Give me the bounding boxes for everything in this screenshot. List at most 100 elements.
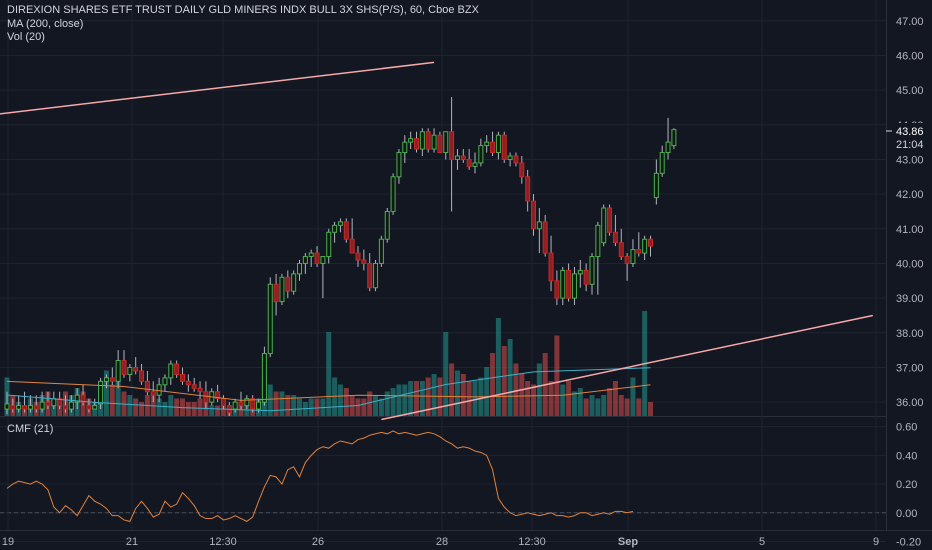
volume-bar xyxy=(630,377,636,416)
time-tick-label: 9 xyxy=(873,536,879,548)
candle xyxy=(636,232,642,257)
candle-body-down xyxy=(425,131,431,150)
candle xyxy=(10,398,16,413)
candle xyxy=(326,228,332,264)
candle xyxy=(320,256,326,299)
candle xyxy=(133,357,139,375)
volume-bar xyxy=(191,402,197,416)
cmf-legend[interactable]: CMF (21) xyxy=(7,423,54,435)
candle xyxy=(337,218,343,233)
volume-bar xyxy=(127,395,133,416)
volume-bar xyxy=(466,381,472,416)
candle-body-down xyxy=(314,252,320,264)
candle-body-up xyxy=(27,405,33,410)
candle xyxy=(659,145,665,177)
candle xyxy=(454,149,460,170)
candle xyxy=(548,235,554,292)
candle-body-up xyxy=(291,273,297,292)
candle xyxy=(115,350,121,389)
candle-body-up xyxy=(589,256,595,285)
candle-body-down xyxy=(22,405,28,410)
candle xyxy=(314,246,320,267)
candle xyxy=(279,273,285,306)
price-tick-label: 45.00 xyxy=(896,85,924,97)
candle xyxy=(174,360,180,378)
cmf-tick-label: 0.40 xyxy=(896,450,917,462)
candle xyxy=(150,381,156,403)
price-tick-label: 36.00 xyxy=(896,397,924,409)
volume-bar xyxy=(525,381,531,416)
candle-body-down xyxy=(180,373,185,382)
vol-legend[interactable]: Vol (20) xyxy=(7,31,45,43)
candle-body-down xyxy=(566,269,572,299)
candle-body-down xyxy=(197,387,203,393)
volume-bar xyxy=(156,398,162,416)
volume-bar xyxy=(560,384,566,416)
candle-body-down xyxy=(185,380,191,386)
price-tick-label: 40.00 xyxy=(896,258,924,270)
ma-legend[interactable]: MA (200, close) xyxy=(7,18,84,30)
volume-bar xyxy=(577,388,583,416)
candle-body-up xyxy=(261,353,267,403)
volume-bar xyxy=(414,381,419,416)
time-tick-label: 12:30 xyxy=(518,536,546,548)
candle xyxy=(531,194,536,236)
volume-bar xyxy=(215,405,221,416)
candle-body-up xyxy=(68,401,74,410)
candle-body-up xyxy=(507,155,513,160)
volume-bar xyxy=(168,395,174,416)
candle-body-up xyxy=(659,152,665,174)
candle-body-down xyxy=(285,276,291,292)
candle-body-down xyxy=(542,221,548,254)
time-axis[interactable]: 19 21 12:30 26 28 12:30 Sep 5 9 xyxy=(2,536,879,548)
volume-bar xyxy=(595,398,601,416)
candle xyxy=(308,249,314,267)
last-price-tag: 43.86 21:04 xyxy=(886,123,932,155)
candle xyxy=(215,384,221,403)
candle xyxy=(607,204,613,236)
candle-body-up xyxy=(419,131,425,150)
volume-bar xyxy=(209,405,215,416)
volume-bar xyxy=(279,391,285,416)
candle-body-down xyxy=(133,366,139,372)
volume-bar xyxy=(343,388,349,416)
symbol-title[interactable]: DIREXION SHARES ETF TRUST DAILY GLD MINE… xyxy=(7,4,479,16)
candle xyxy=(80,384,86,406)
overlay-lines xyxy=(0,61,873,421)
volume-bar xyxy=(548,381,554,416)
time-tick-label: 12:30 xyxy=(209,536,237,548)
volume-bar xyxy=(337,384,343,416)
volume-bar xyxy=(624,398,630,416)
candle xyxy=(68,395,74,413)
volume-bar xyxy=(583,398,589,416)
candle-body-down xyxy=(513,155,519,164)
volume-bar xyxy=(314,398,320,416)
volume-bar xyxy=(373,395,379,416)
cmf-tick-label: -0.20 xyxy=(896,536,921,548)
volume-bar xyxy=(197,398,203,416)
candle-body-up xyxy=(39,401,45,410)
volume-bar xyxy=(636,398,642,416)
candle xyxy=(355,246,361,267)
candle-body-down xyxy=(466,158,472,167)
candle-body-up xyxy=(630,249,636,264)
volume-bar xyxy=(109,384,115,416)
candle-body-down xyxy=(86,405,92,410)
cmf-axis[interactable]: 0.60 0.40 0.20 0.00 -0.20 xyxy=(896,422,921,549)
candle-body-up xyxy=(156,384,162,396)
volume-bar xyxy=(139,402,145,416)
volume-bar xyxy=(326,332,332,416)
candle xyxy=(27,395,33,413)
candle-body-down xyxy=(349,238,355,254)
candle-body-up xyxy=(454,155,460,160)
candle-body-down xyxy=(501,134,507,160)
volume-bar xyxy=(648,402,653,416)
volume-bar xyxy=(618,395,624,416)
candle-body-up xyxy=(4,403,10,410)
candle-body-down xyxy=(361,259,367,264)
candle-body-up xyxy=(577,269,583,275)
candle xyxy=(536,208,542,254)
candle xyxy=(74,388,80,410)
